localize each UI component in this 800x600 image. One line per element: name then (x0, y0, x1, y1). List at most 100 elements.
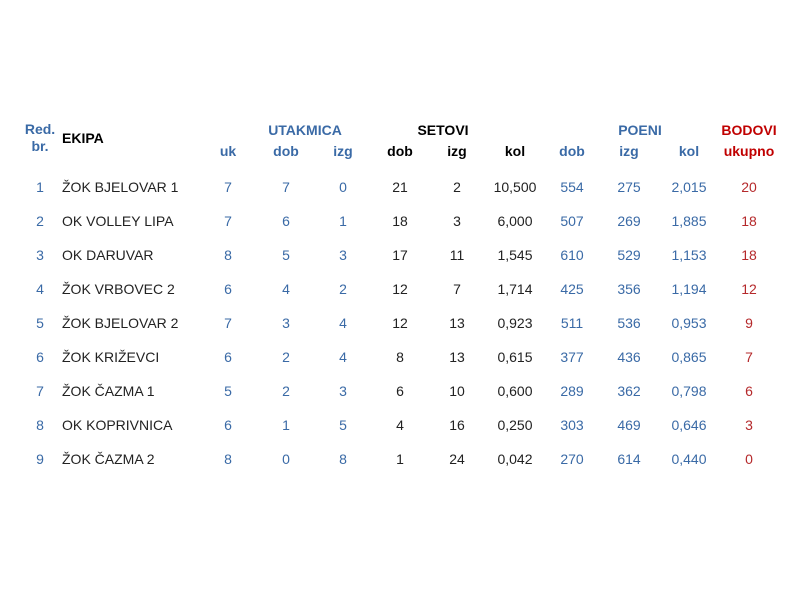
standing-points-cell: 3 (745, 417, 753, 433)
rank-cell: 7 (36, 383, 44, 399)
points-won-cell: 425 (560, 281, 584, 297)
sets-lost-cell: 7 (453, 281, 461, 297)
sets-lost-cell: 10 (449, 383, 465, 399)
points-won-cell: 377 (560, 349, 584, 365)
points-lost-cell: 356 (617, 281, 641, 297)
points-ratio-cell: 0,865 (671, 349, 707, 365)
standings-table: Red. br. EKIPA UTAKMICA SETOVI POENI BOD… (18, 112, 782, 476)
matches-group-header: UTAKMICA (268, 122, 342, 138)
matches-won-cell: 6 (282, 213, 290, 229)
sets-won-cell: 21 (392, 179, 408, 195)
points-ratio-cell: 1,153 (671, 247, 707, 263)
sets-group-header: SETOVI (417, 122, 469, 138)
points-lost-cell: 469 (617, 417, 641, 433)
rank-cell: 6 (36, 349, 44, 365)
points-ratio-cell: 0,440 (671, 451, 707, 467)
rank-header: Red. br. (18, 112, 62, 164)
sets-ratio-cell: 0,042 (497, 451, 533, 467)
sets-won-cell: 12 (392, 315, 408, 331)
sets-lost-cell: 16 (449, 417, 465, 433)
rank-cell: 8 (36, 417, 44, 433)
matches-won-cell: 7 (282, 179, 290, 195)
matches-total-cell: 8 (224, 451, 232, 467)
table-row: 3 OK DARUVAR 8 5 3 17 11 1,545 610 529 1… (18, 238, 782, 272)
matches-lost-cell: 3 (339, 247, 347, 263)
sets-won-cell: 18 (392, 213, 408, 229)
matches-total-cell: 8 (224, 247, 232, 263)
sets-lost-cell: 3 (453, 213, 461, 229)
team-cell: OK KOPRIVNICA (62, 417, 173, 433)
table-row: 1 ŽOK BJELOVAR 1 7 7 0 21 2 10,500 554 2… (18, 164, 782, 204)
rank-cell: 9 (36, 451, 44, 467)
table-row: 6 ŽOK KRIŽEVCI 6 2 4 8 13 0,615 377 436 … (18, 340, 782, 374)
team-cell: ŽOK BJELOVAR 2 (62, 315, 179, 331)
rank-cell: 2 (36, 213, 44, 229)
points-won-cell: 511 (560, 315, 584, 331)
matches-lost-cell: 5 (339, 417, 347, 433)
table-row: 7 ŽOK ČAZMA 1 5 2 3 6 10 0,600 289 362 0… (18, 374, 782, 408)
table-header: Red. br. EKIPA UTAKMICA SETOVI POENI BOD… (18, 112, 782, 164)
points-lost-header: izg (619, 143, 639, 159)
points-ratio-cell: 0,798 (671, 383, 707, 399)
team-cell: ŽOK ČAZMA 2 (62, 451, 155, 467)
matches-lost-cell: 1 (339, 213, 347, 229)
matches-won-cell: 2 (282, 383, 290, 399)
standing-points-cell: 9 (745, 315, 753, 331)
matches-total-header: uk (219, 143, 237, 159)
rank-header-line1: Red. (24, 121, 56, 137)
team-header: EKIPA (62, 130, 104, 146)
standing-total-header: ukupno (723, 143, 775, 159)
table-row: 4 ŽOK VRBOVEC 2 6 4 2 12 7 1,714 425 356… (18, 272, 782, 306)
points-lost-cell: 614 (617, 451, 641, 467)
sets-ratio-cell: 0,600 (497, 383, 533, 399)
sets-lost-cell: 11 (449, 247, 465, 263)
points-lost-cell: 269 (617, 213, 641, 229)
sets-ratio-cell: 6,000 (497, 213, 533, 229)
points-ratio-cell: 0,953 (671, 315, 707, 331)
sets-ratio-header: kol (504, 143, 526, 159)
sets-won-cell: 6 (396, 383, 404, 399)
matches-lost-cell: 4 (339, 349, 347, 365)
table-row: 2 OK VOLLEY LIPA 7 6 1 18 3 6,000 507 26… (18, 204, 782, 238)
sets-lost-cell: 2 (453, 179, 461, 195)
points-ratio-header: kol (678, 143, 700, 159)
sets-won-cell: 17 (392, 247, 408, 263)
matches-total-cell: 5 (224, 383, 232, 399)
team-cell: OK VOLLEY LIPA (62, 213, 174, 229)
points-group-header: POENI (618, 122, 662, 138)
sets-ratio-cell: 1,545 (497, 247, 533, 263)
sets-ratio-cell: 1,714 (497, 281, 533, 297)
points-lost-cell: 436 (617, 349, 641, 365)
rank-cell: 1 (36, 179, 44, 195)
sets-won-cell: 12 (392, 281, 408, 297)
sets-won-header: dob (387, 143, 413, 159)
sets-won-cell: 4 (396, 417, 404, 433)
standing-points-cell: 7 (745, 349, 753, 365)
sets-lost-header: izg (447, 143, 467, 159)
standing-points-cell: 18 (741, 213, 757, 229)
points-won-cell: 507 (560, 213, 584, 229)
matches-lost-cell: 3 (339, 383, 347, 399)
standing-points-cell: 20 (741, 179, 757, 195)
sets-ratio-cell: 0,923 (497, 315, 533, 331)
rank-cell: 4 (36, 281, 44, 297)
standing-points-cell: 0 (745, 451, 753, 467)
points-lost-cell: 275 (617, 179, 641, 195)
standing-group-header: BODOVI (721, 122, 777, 138)
matches-total-cell: 7 (224, 179, 232, 195)
matches-total-cell: 6 (224, 417, 232, 433)
matches-lost-cell: 4 (339, 315, 347, 331)
points-won-cell: 289 (560, 383, 584, 399)
team-cell: ŽOK ČAZMA 1 (62, 383, 155, 399)
team-cell: ŽOK BJELOVAR 1 (62, 179, 179, 195)
rank-header-line2: br. (31, 138, 49, 154)
matches-lost-cell: 8 (339, 451, 347, 467)
points-lost-cell: 536 (617, 315, 641, 331)
matches-won-cell: 2 (282, 349, 290, 365)
points-ratio-cell: 1,194 (671, 281, 707, 297)
points-won-cell: 554 (560, 179, 584, 195)
matches-won-cell: 5 (282, 247, 290, 263)
table-row: 8 OK KOPRIVNICA 6 1 5 4 16 0,250 303 469… (18, 408, 782, 442)
rank-cell: 3 (36, 247, 44, 263)
matches-won-cell: 4 (282, 281, 290, 297)
